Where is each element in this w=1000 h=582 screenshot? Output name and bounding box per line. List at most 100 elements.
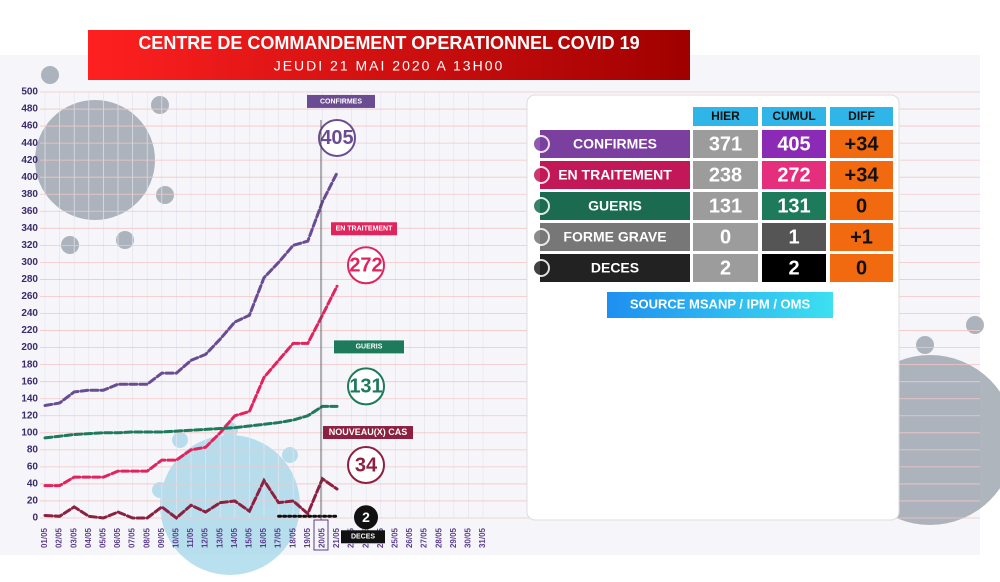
series-line <box>43 171 339 408</box>
value-label: 34 <box>355 454 378 476</box>
callout-label-box <box>323 426 413 440</box>
header-cell <box>693 107 758 126</box>
x-tick-label: 11/05 <box>186 528 195 548</box>
diff-value: +34 <box>845 133 880 155</box>
legend-label: GUERIS <box>356 344 383 351</box>
virus-decoration <box>152 422 300 575</box>
callout-label-box <box>334 340 404 354</box>
header-cell <box>830 107 893 126</box>
hier-cell <box>693 223 758 251</box>
x-tick-label: 30/05 <box>464 527 473 548</box>
row-label-cell <box>540 254 690 282</box>
row-dot <box>532 259 550 277</box>
y-tick-label: 360 <box>21 206 38 217</box>
source: SOURCE MSANP / IPM / OMS <box>630 296 811 311</box>
x-tick-label: 07/05 <box>128 527 137 548</box>
y-tick-label: 500 <box>21 87 38 98</box>
hier-value: 131 <box>709 195 742 217</box>
cumul-value: 1 <box>788 226 799 248</box>
x-tick-label: 20/05 <box>318 527 327 548</box>
row-label-cell <box>540 161 690 189</box>
x-tick-label: 10/05 <box>172 527 181 548</box>
y-tick-label: 120 <box>21 410 38 421</box>
hier-value: 371 <box>709 133 742 155</box>
diff-cell <box>830 192 893 220</box>
hier-value: 0 <box>720 226 731 248</box>
y-tick-label: 300 <box>21 257 38 268</box>
diff-value: +1 <box>850 226 873 248</box>
header-cell <box>762 107 826 126</box>
source-box <box>607 292 833 318</box>
y-tick-label: 160 <box>21 376 38 387</box>
y-tick-label: 100 <box>21 427 38 438</box>
x-tick-label: 09/05 <box>157 527 166 548</box>
x-tick-label: 16/05 <box>259 527 268 548</box>
y-tick-label: 220 <box>21 325 38 336</box>
diff-cell <box>830 130 893 158</box>
hier-value: 2 <box>720 257 731 279</box>
hier-value: 238 <box>709 164 742 186</box>
header-label: CUMUL <box>772 109 815 123</box>
legend-label: EN TRAITEMENT <box>336 226 394 233</box>
row-label-cell <box>540 223 690 251</box>
header-label: DIFF <box>848 109 875 123</box>
callout-label-box <box>307 94 375 108</box>
hier-cell <box>693 161 758 189</box>
series-line <box>43 284 339 488</box>
x-tick-label: 03/05 <box>69 527 78 548</box>
cumul-value: 2 <box>788 257 799 279</box>
y-tick-label: 440 <box>21 138 38 149</box>
title: CENTRE DE COMMANDEMENT OPERATIONNEL COVI… <box>138 33 639 53</box>
cumul-cell <box>762 130 826 158</box>
title-banner <box>88 30 690 80</box>
x-tick-label: 26/05 <box>405 527 414 548</box>
row-label: GUERIS <box>588 198 642 214</box>
y-tick-label: 0 <box>32 513 38 524</box>
x-tick-label: 04/05 <box>84 527 93 548</box>
x-tick-label: 17/05 <box>274 527 283 548</box>
hier-cell <box>693 130 758 158</box>
x-tick-label: 28/05 <box>434 527 443 548</box>
cumul-value: 131 <box>777 195 810 217</box>
y-tick-label: 260 <box>21 291 38 302</box>
row-label: CONFIRMES <box>573 136 657 152</box>
series-line <box>43 476 339 520</box>
diff-cell <box>830 223 893 251</box>
y-tick-label: 480 <box>21 104 38 115</box>
x-tick-label: 27/05 <box>420 527 429 548</box>
value-bubble <box>347 367 385 406</box>
diff-cell <box>830 161 893 189</box>
y-tick-label: 420 <box>21 155 38 166</box>
series-line <box>43 404 339 440</box>
x-tick-label: 02/05 <box>55 527 64 548</box>
subtitle: JEUDI 21 MAI 2020 A 13H00 <box>274 58 505 74</box>
row-dot <box>532 135 550 153</box>
cumul-value: 405 <box>777 133 810 155</box>
diff-value: 0 <box>856 195 867 217</box>
header-label: HIER <box>711 109 740 123</box>
y-tick-label: 460 <box>21 121 38 132</box>
diff-value: +34 <box>845 164 880 186</box>
diff-cell <box>830 254 893 282</box>
y-tick-label: 380 <box>21 189 38 200</box>
value-label: 131 <box>349 376 382 398</box>
row-label-cell <box>540 192 690 220</box>
x-tick-label: 12/05 <box>201 527 210 548</box>
cumul-cell <box>762 223 826 251</box>
callout-label-box <box>341 530 385 544</box>
row-dot <box>532 197 550 215</box>
legend-label: DECES <box>351 534 375 541</box>
x-tick-label: 01/05 <box>40 527 49 548</box>
x-tick-label: 06/05 <box>113 527 122 548</box>
y-tick-label: 40 <box>27 479 39 490</box>
hier-cell <box>693 254 758 282</box>
x-tick-label: 21/05 <box>332 527 341 548</box>
value-bubble <box>347 246 385 285</box>
x-tick-label: 15/05 <box>245 527 254 548</box>
y-tick-label: 280 <box>21 274 38 285</box>
y-tick-label: 80 <box>27 444 39 455</box>
y-tick-label: 60 <box>27 462 39 473</box>
x-tick-label: 14/05 <box>230 527 239 548</box>
y-tick-label: 200 <box>21 342 38 353</box>
